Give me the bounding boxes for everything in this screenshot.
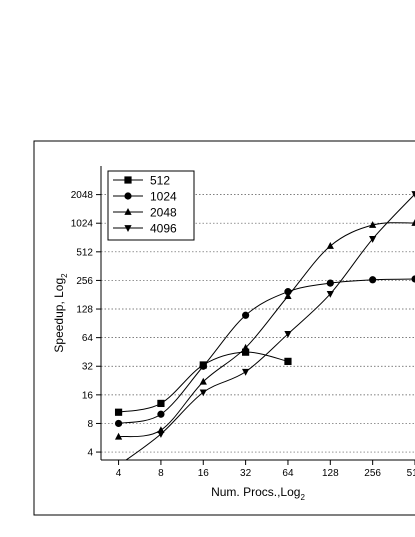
data-point (114, 408, 123, 416)
x-axis-title: Num. Procs.,Log2 (211, 485, 305, 502)
x-tick-label: 128 (322, 468, 339, 479)
data-point (242, 368, 250, 376)
data-point (157, 410, 165, 418)
y-axis-title: Speedup, Log2 (52, 273, 69, 353)
data-point (411, 219, 415, 226)
data-point (242, 311, 250, 319)
x-tick-label: 256 (364, 468, 381, 479)
data-point (284, 331, 292, 338)
x-axis-title-subscript: 2 (300, 493, 305, 502)
legend-item-1024: 1024 (113, 190, 177, 204)
y-tick-label: 1024 (71, 219, 94, 230)
y-tick-label: 256 (76, 276, 93, 287)
y-tick-label: 8 (87, 419, 93, 430)
data-point (242, 348, 250, 356)
y-tick-label: 128 (76, 305, 93, 316)
chart-frame (33, 140, 415, 516)
legend-label: 4096 (150, 222, 177, 236)
data-point (326, 279, 334, 287)
legend-item-4096: 4096 (113, 222, 177, 236)
data-point (284, 357, 292, 365)
x-tick-label: 4 (116, 468, 122, 479)
series-4096 (125, 191, 415, 460)
legend-marker (124, 176, 132, 184)
x-tick-label: 512 (407, 468, 415, 479)
x-ticks: 4 8 16 32 64 128 256 512 (116, 460, 415, 479)
data-point (114, 419, 123, 428)
data-point (199, 362, 207, 370)
data-point (114, 432, 123, 440)
series-line (118, 278, 415, 424)
y-tick-label: 32 (82, 362, 94, 373)
x-tick-label: 32 (240, 468, 252, 479)
series-line (118, 222, 415, 438)
x-tick-label: 16 (198, 468, 210, 479)
legend-marker (124, 192, 132, 200)
data-point (157, 399, 165, 408)
y-axis-title-subscript: 2 (60, 273, 69, 278)
data-point (157, 431, 165, 438)
legend-label: 512 (150, 174, 170, 188)
y-tick-label: 512 (76, 247, 93, 258)
y-axis-title-text: Speedup, Log (52, 278, 66, 353)
y-tick-label: 2048 (71, 190, 94, 201)
x-tick-label: 8 (158, 468, 164, 479)
legend-item-512: 512 (113, 174, 170, 188)
series-2048 (114, 219, 415, 440)
x-axis-title-text: Num. Procs.,Log (211, 485, 300, 499)
data-point (284, 292, 292, 300)
legend-item-2048: 2048 (113, 206, 177, 220)
data-point (326, 242, 334, 249)
x-tick-label: 64 (282, 468, 294, 479)
y-tick-label: 64 (82, 333, 94, 344)
data-point (369, 236, 377, 243)
y-ticks: 4 8 16 32 64 128 256 512 1024 2048 (71, 190, 101, 459)
legend-marker (124, 225, 132, 232)
data-point (242, 343, 250, 351)
series-layer (114, 191, 415, 460)
data-point (199, 389, 207, 397)
legend-marker (124, 208, 132, 215)
legend-label: 1024 (150, 190, 177, 204)
y-tick-label: 4 (87, 448, 93, 459)
data-point (199, 377, 207, 385)
data-point (411, 191, 415, 198)
data-point (326, 290, 334, 298)
y-tick-label: 16 (82, 390, 94, 401)
data-point (369, 276, 377, 284)
legend: 512 1024 2048 4096 (107, 170, 195, 241)
data-point (369, 221, 377, 228)
legend-label: 2048 (150, 206, 177, 220)
data-point (411, 275, 415, 283)
series-line (125, 193, 415, 460)
